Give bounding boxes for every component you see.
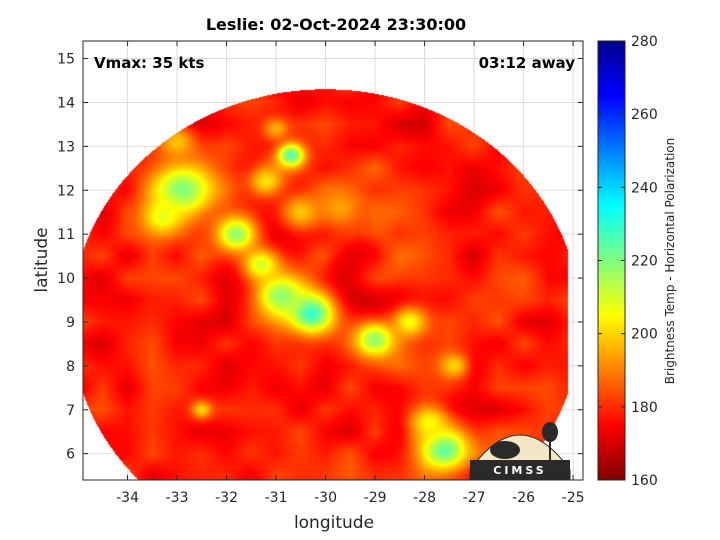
y-tick-label: 8: [66, 359, 75, 375]
time-away-annotation: 03:12 away: [479, 54, 576, 72]
y-tick-label: 15: [57, 52, 75, 68]
cimss-logo: CIMSS: [469, 422, 571, 481]
plot-frame: [82, 40, 584, 481]
y-tick-label: 11: [57, 227, 75, 243]
logo-text: CIMSS: [493, 464, 546, 477]
colorbar-tick-label: 260: [631, 107, 658, 123]
logo-water-tower: [542, 422, 558, 442]
x-tick-label: -32: [215, 490, 238, 506]
colorbar-tick-label: 240: [631, 180, 658, 196]
colorbar-label: Brightness Temp - Horizontal Polarizatio…: [663, 138, 677, 385]
colorbar-tick-label: 180: [631, 400, 658, 416]
colorbar-tick-label: 220: [631, 254, 658, 270]
x-tick-label: -25: [562, 490, 585, 506]
y-axis-ticks: 6 7 8 9 10 11 12 13 14 15: [57, 52, 583, 463]
logo-band: [470, 460, 570, 480]
x-tick-label: -27: [463, 490, 486, 506]
colorbar-ticks: 160 180 200 220 240 260 280: [598, 34, 658, 489]
x-tick-label: -30: [314, 490, 337, 506]
colorbar: 160 180 200 220 240 260 280: [597, 34, 658, 489]
y-axis-label: latitude: [32, 227, 52, 292]
x-axis-label: longitude: [294, 513, 374, 533]
x-tick-label: -28: [413, 490, 436, 506]
x-axis-ticks: -34 -33 -32 -31 -30 -29 -28 -27 -26 -25: [116, 41, 585, 506]
plot-area: CIMSS -34 -33 -32 -31 -30 -29 -28 -27 -26 -25 6 7 8…: [57, 40, 585, 506]
colorbar-tick-label: 200: [631, 327, 658, 343]
y-tick-label: 12: [57, 183, 75, 199]
chart-title: Leslie: 02-Oct-2024 23:30:00: [206, 15, 466, 34]
colorbar-tick-label: 160: [631, 473, 658, 489]
y-tick-label: 9: [66, 315, 75, 331]
x-tick-label: -26: [512, 490, 535, 506]
x-tick-label: -33: [166, 490, 189, 506]
brightness-temp-swath: [83, 41, 583, 480]
colorbar-gradient: [597, 40, 626, 481]
logo-satellite-dish: [490, 441, 520, 459]
colorbar-tick-label: 280: [631, 34, 658, 50]
vmax-annotation: Vmax: 35 kts: [94, 54, 204, 72]
y-tick-label: 14: [57, 95, 75, 111]
logo-tower-leg: [549, 440, 551, 462]
y-tick-label: 7: [66, 403, 75, 419]
y-tick-label: 10: [57, 271, 75, 287]
y-tick-label: 6: [66, 447, 75, 463]
x-tick-label: -31: [265, 490, 288, 506]
x-tick-label: -29: [364, 490, 387, 506]
x-tick-label: -34: [116, 490, 139, 506]
y-tick-label: 13: [57, 139, 75, 155]
